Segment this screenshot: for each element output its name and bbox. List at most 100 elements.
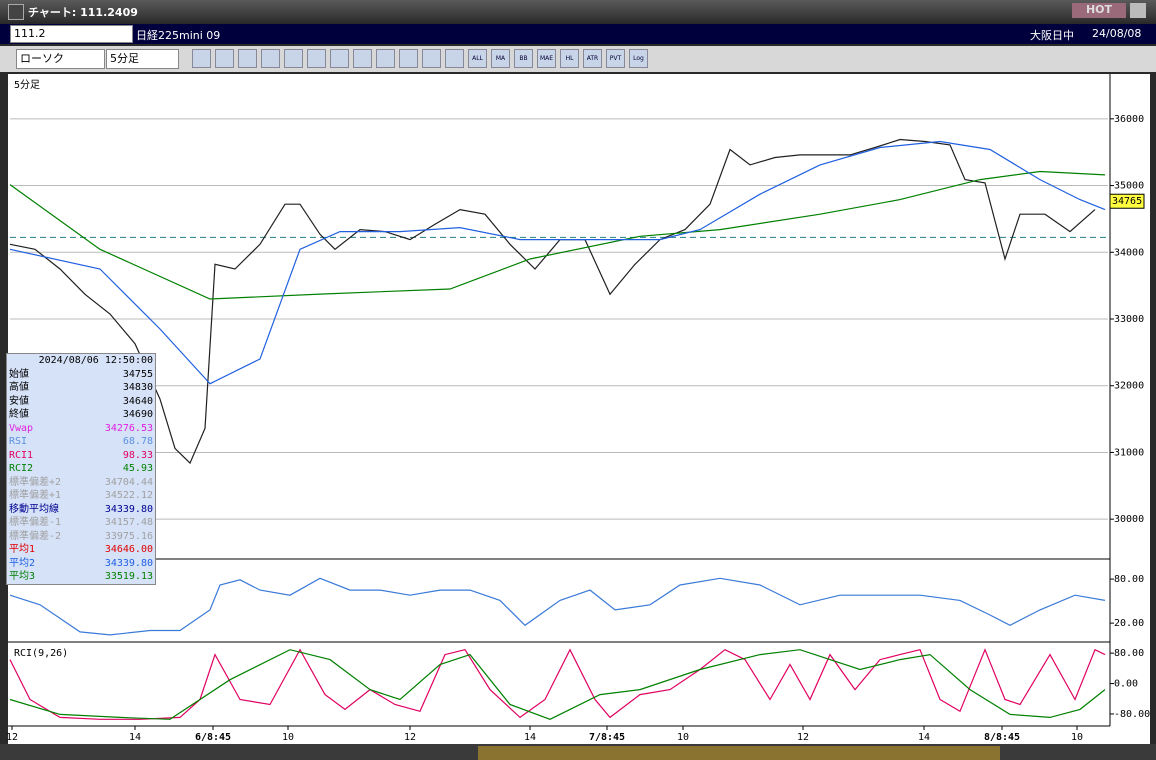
tool-icon[interactable] <box>215 49 234 68</box>
tool-icon[interactable]: MAE <box>537 49 556 68</box>
tool-icon[interactable]: ALL <box>468 49 487 68</box>
tool-icon[interactable] <box>192 49 211 68</box>
panel-label: RCI(9,26) <box>14 648 68 659</box>
x-tick-label: 6/8:45 <box>195 732 231 743</box>
tool-icon[interactable] <box>376 49 395 68</box>
series-line <box>9 138 1096 465</box>
info-label: 標準偏差+1 <box>9 490 62 501</box>
interval-select[interactable]: 5分足 <box>106 49 179 69</box>
x-tick-label: 7/8:45 <box>589 732 625 743</box>
info-row: RSI 68.78 <box>7 435 155 449</box>
x-tick-label: 10 <box>677 732 689 743</box>
panel-label: 5分足 <box>14 79 40 91</box>
tool-icon[interactable]: PVT <box>606 49 625 68</box>
info-label: 平均2 <box>9 557 36 569</box>
info-label: 安値 <box>9 395 29 407</box>
header: 111.2 日経225mini 09 大阪日中 24/08/08 <box>0 24 1156 44</box>
series-line <box>9 649 1106 720</box>
icon-row: ALL MA BB MAE HL ATR PVT Log <box>190 49 930 68</box>
tool-icon[interactable]: BB <box>514 49 533 68</box>
info-value: 34690 <box>122 409 153 420</box>
x-tick-label: 14 <box>524 732 536 743</box>
info-value: 34339.80 <box>104 503 153 515</box>
y-tick-label: 80.00 <box>1114 574 1144 585</box>
info-value: 34339.80 <box>104 557 153 569</box>
tool-icon[interactable] <box>284 49 303 68</box>
tool-icon[interactable] <box>399 49 418 68</box>
tool-icon[interactable] <box>422 49 441 68</box>
info-label: 標準偏差+2 <box>9 476 62 488</box>
x-tick-label: 12 <box>404 732 416 743</box>
info-row: 終値 34690 <box>7 408 155 422</box>
x-tick-label: 8/8:45 <box>984 732 1020 743</box>
y-tick-label: 30000 <box>1114 514 1144 525</box>
info-value: 98.33 <box>122 449 153 461</box>
info-row: RCI1 98.33 <box>7 449 155 463</box>
y-tick-label: -80.00 <box>1114 709 1150 720</box>
tool-icon[interactable] <box>307 49 326 68</box>
app-icon <box>8 4 24 20</box>
info-value: 34640 <box>122 395 153 407</box>
symbol-select[interactable]: 111.2 <box>10 25 133 43</box>
info-value: 34157.48 <box>104 517 153 528</box>
y-tick-label: 0.00 <box>1114 679 1138 690</box>
info-row: 標準偏差-2 33975.16 <box>7 530 155 544</box>
chart: 5分足 RCI(9,26) 30000 31000 32000 33000 34000 3… <box>0 74 1156 760</box>
y-tick-label: 20.00 <box>1114 618 1144 629</box>
info-value: 34276.53 <box>104 422 153 434</box>
y-tick-label: 33000 <box>1114 314 1144 325</box>
x-tick-label: 10 <box>282 732 294 743</box>
window-title: チャート: 111.2409 <box>28 6 138 19</box>
info-row: 標準偏差+2 34704.44 <box>7 476 155 490</box>
last-price-box <box>1109 193 1145 209</box>
info-box: 2024/08/06 12:50:00 始値 34755 高値 34830 安値 3464… <box>6 353 156 585</box>
info-value: 34830 <box>122 382 153 393</box>
last-price-label: 34765 <box>1112 196 1142 207</box>
series-line <box>9 140 1106 385</box>
info-value: 33519.13 <box>104 571 153 582</box>
info-value: 68.78 <box>122 436 153 447</box>
tool-icon[interactable]: ATR <box>583 49 602 68</box>
y-tick-label: 32000 <box>1114 381 1144 392</box>
market: 大阪日中 <box>1030 29 1074 42</box>
tool-icon[interactable] <box>353 49 372 68</box>
tool-icon[interactable] <box>330 49 349 68</box>
info-datetime: 2024/08/06 12:50:00 <box>38 355 153 366</box>
x-tick-label: 14 <box>918 732 930 743</box>
tool-icon[interactable] <box>445 49 464 68</box>
date: 24/08/08 <box>1092 27 1142 40</box>
info-row: 平均3 33519.13 <box>7 570 155 584</box>
tool-icon[interactable]: MA <box>491 49 510 68</box>
x-tick-label: 12 <box>6 732 18 743</box>
info-value: 34755 <box>122 368 153 380</box>
hot-button[interactable]: HOT <box>1072 3 1126 18</box>
info-row: 標準偏差+1 34522.12 <box>7 489 155 503</box>
info-value: 45.93 <box>122 463 153 474</box>
close-button[interactable] <box>1130 3 1146 18</box>
info-row: RCI2 45.93 <box>7 462 155 476</box>
scroll-thumb[interactable] <box>478 746 1000 760</box>
info-label: RCI2 <box>9 463 34 474</box>
chart-type-select[interactable]: ローソク <box>16 49 105 69</box>
info-label: 始値 <box>9 368 29 380</box>
info-label: RSI <box>9 436 28 447</box>
tool-icon[interactable] <box>261 49 280 68</box>
tool-icon[interactable]: HL <box>560 49 579 68</box>
info-label: 標準偏差-2 <box>9 530 62 542</box>
instrument-name: 日経225mini 09 <box>136 29 221 42</box>
x-tick-label: 14 <box>129 732 141 743</box>
info-row: Vwap 34276.53 <box>7 422 155 436</box>
info-label: 高値 <box>9 382 29 393</box>
y-tick-label: 80.00 <box>1114 648 1144 659</box>
y-tick-label: 31000 <box>1114 447 1144 458</box>
info-label: RCI1 <box>9 449 34 461</box>
y-tick-label: 36000 <box>1114 114 1144 125</box>
tool-icon[interactable]: Log <box>629 49 648 68</box>
series-line <box>9 577 1106 636</box>
x-tick-label: 12 <box>797 732 809 743</box>
info-label: 移動平均線 <box>9 503 59 515</box>
info-label: 平均3 <box>9 571 36 582</box>
y-tick-label: 34000 <box>1114 247 1144 258</box>
info-row: 平均2 34339.80 <box>7 557 155 571</box>
tool-icon[interactable] <box>238 49 257 68</box>
